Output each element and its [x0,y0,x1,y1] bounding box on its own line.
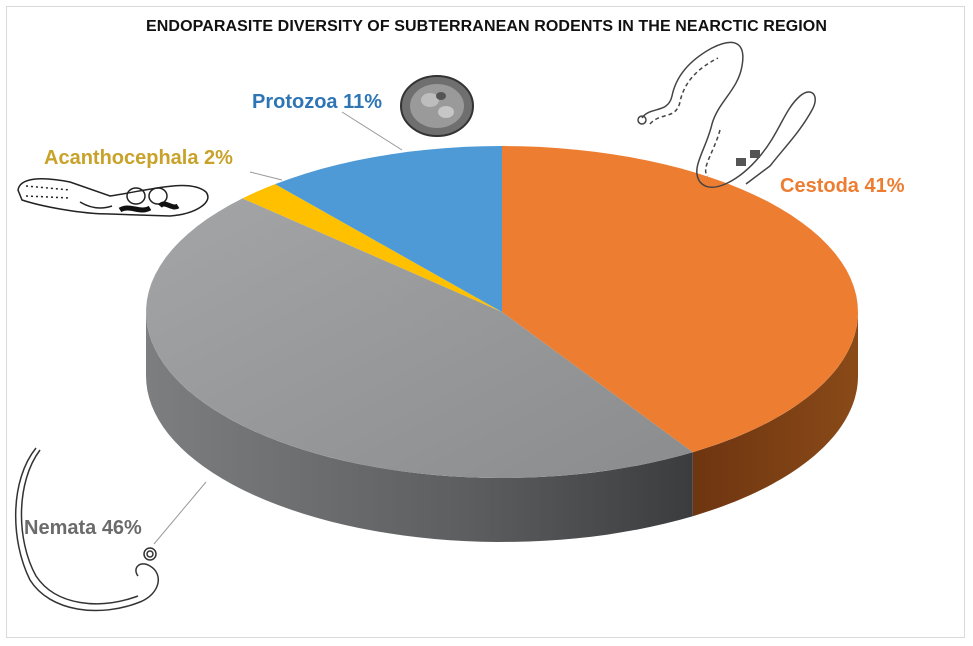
pie-slice-cestoda [502,146,858,453]
cestoda-label: Cestoda 41% [780,175,905,197]
pie-slice-acanthocephala [242,184,502,312]
protozoa-leader-line [341,111,403,151]
nemata-leader-line [153,481,207,545]
acanthocephalan-illustration-icon [17,177,209,217]
cyst-illustration-icon [400,75,474,137]
pie-side-cestoda [692,312,858,517]
pie-slice-nemata [146,198,693,478]
tapeworm-illustration-icon [637,41,816,188]
protozoa-label: Protozoa 11% [252,91,382,113]
nematode-illustration-icon [14,447,160,612]
acanthocephala-label: Acanthocephala 2% [44,147,233,169]
chart-title: ENDOPARASITE DIVERSITY OF SUBTERRANEAN R… [145,18,828,35]
pie-side-nemata [146,312,693,542]
nemata-label: Nemata 46% [24,517,142,539]
pie-slice-protozoa [275,146,502,312]
acanthocephala-leader-line [249,171,283,181]
